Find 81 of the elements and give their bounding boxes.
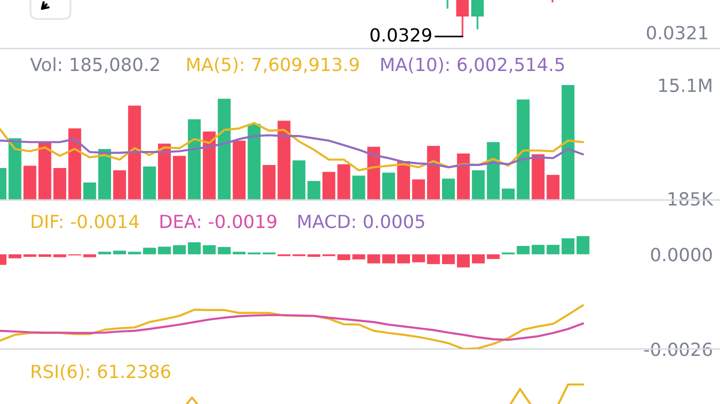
bar — [382, 172, 396, 200]
bar — [546, 174, 560, 200]
bar — [83, 182, 96, 200]
bar — [486, 254, 500, 260]
bar — [128, 252, 141, 254]
text: 0.0329 — [370, 28, 432, 42]
bar — [218, 247, 231, 254]
bar — [427, 146, 440, 200]
line-series — [0, 304, 584, 349]
bar — [158, 144, 171, 200]
bar — [456, 254, 470, 268]
bar — [562, 85, 574, 200]
bar — [322, 172, 336, 200]
bar — [352, 254, 366, 260]
bar — [262, 164, 276, 200]
bar — [397, 161, 410, 200]
bar — [307, 180, 320, 200]
text: MA(5): 7,609,913.9 — [187, 57, 359, 74]
bar — [98, 148, 112, 200]
series-label: MACD: 0.0005 — [298, 214, 424, 228]
bar — [516, 99, 530, 200]
bar — [53, 168, 66, 200]
bar — [367, 254, 380, 264]
bar — [128, 106, 141, 200]
bar — [143, 166, 156, 200]
bar — [397, 254, 410, 264]
bar — [278, 120, 290, 200]
bar — [456, 154, 470, 200]
bar — [113, 250, 126, 254]
bar — [427, 254, 440, 264]
bar — [562, 238, 574, 254]
bar — [38, 254, 52, 257]
bar — [412, 254, 425, 262]
bar — [143, 248, 156, 254]
bar — [532, 244, 545, 254]
bar — [472, 254, 485, 264]
bar — [516, 246, 530, 254]
text: DEA: -0.0019 — [160, 214, 276, 228]
bar — [292, 160, 306, 200]
bar — [172, 245, 186, 254]
bar — [158, 246, 171, 254]
y-tick-label: 15.1M — [659, 78, 712, 92]
bar — [23, 166, 36, 200]
bar — [68, 128, 82, 200]
bar — [337, 164, 350, 200]
bar — [382, 254, 396, 264]
bar — [202, 131, 216, 200]
bar — [248, 124, 261, 200]
bar — [442, 254, 455, 264]
bar — [307, 254, 320, 257]
bar — [23, 254, 36, 257]
bar — [8, 138, 22, 200]
bar — [472, 170, 485, 200]
bar — [172, 156, 186, 200]
bar — [202, 245, 216, 254]
bar — [532, 154, 545, 200]
bar — [232, 252, 246, 254]
bar — [337, 254, 350, 260]
bar — [352, 176, 366, 200]
bar — [98, 252, 112, 254]
text: DIF: -0.0014 — [32, 214, 139, 228]
bar — [218, 98, 231, 200]
chart-title: Vol: 185,080.2 — [30, 57, 159, 74]
bar — [8, 254, 22, 258]
bar — [502, 188, 515, 200]
bar — [412, 179, 425, 200]
text: RSI(6): 61.2386 — [32, 364, 170, 380]
line-series — [0, 134, 584, 168]
bar — [546, 244, 560, 254]
bar — [113, 170, 126, 200]
bar — [442, 178, 455, 200]
text: MA(10): 6,002,514.5 — [381, 57, 564, 74]
text: 0.0321 — [646, 26, 708, 40]
bar — [38, 142, 52, 200]
bar — [576, 236, 590, 254]
line-series — [0, 122, 584, 172]
line-series — [0, 314, 584, 341]
bar — [232, 140, 246, 200]
bar — [188, 119, 201, 200]
bar — [188, 242, 201, 254]
y-tick-label: 0.0000 — [651, 248, 712, 262]
